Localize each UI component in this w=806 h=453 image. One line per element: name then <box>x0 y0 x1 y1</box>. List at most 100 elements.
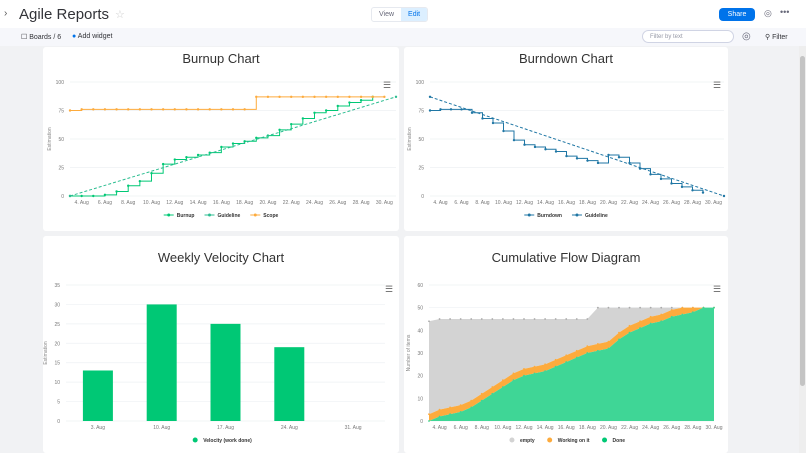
top-bar: › Agile Reports ☆ View Edit Share ◎ ••• <box>0 0 806 28</box>
chart-svg: 0 5 10 15 20 25 30 35 Estimation 3. Aug 10. Aug 17.… <box>43 283 385 444</box>
x-tick-label: 20. Aug <box>600 200 617 206</box>
data-point <box>649 322 652 325</box>
y-tick-label: 35 <box>54 283 60 289</box>
y-tick-label: 60 <box>417 283 423 289</box>
y-tick-label: 20 <box>417 374 423 380</box>
x-tick-label: 17. Aug <box>217 425 234 431</box>
series-line-burndown <box>430 108 704 193</box>
chart-menu-icon[interactable]: ☰ <box>713 284 722 294</box>
x-tick-label: 28. Aug <box>353 200 370 206</box>
star-icon[interactable]: ☆ <box>115 9 125 21</box>
x-tick-label: 28. Aug <box>684 425 701 431</box>
filter-input[interactable]: Filter by text <box>642 30 734 43</box>
data-point <box>138 179 142 183</box>
data-point <box>470 318 473 320</box>
scrollbar-thumb[interactable] <box>800 56 805 386</box>
data-point <box>103 193 107 197</box>
series-line-scope <box>70 96 385 111</box>
data-point <box>491 386 494 388</box>
data-point <box>660 320 663 323</box>
edit-button[interactable]: Edit <box>401 8 428 21</box>
x-tick-label: 16. Aug <box>213 200 230 206</box>
person-icon[interactable]: ◎ <box>742 31 751 42</box>
data-point <box>480 392 483 395</box>
data-point <box>92 108 95 111</box>
data-point <box>607 347 610 350</box>
data-point <box>512 318 515 320</box>
data-point <box>628 161 631 165</box>
boards-button[interactable]: ☐ Boards / 6 <box>21 34 62 41</box>
data-point <box>628 324 631 327</box>
legend-marker <box>207 213 211 217</box>
data-point <box>554 318 557 320</box>
data-point <box>127 108 130 111</box>
add-widget-button[interactable]: ● Add widget <box>72 33 112 40</box>
x-tick-label: 30. Aug <box>705 200 722 206</box>
data-point <box>618 338 620 341</box>
y-tick-label: 40 <box>417 328 423 334</box>
data-point <box>428 413 430 416</box>
x-tick-label: 20. Aug <box>600 425 617 431</box>
chart-title: Burnup Chart <box>182 51 260 66</box>
data-point <box>701 191 705 194</box>
filter-button[interactable]: ⚲ Filter <box>765 34 788 41</box>
data-point <box>628 331 631 334</box>
data-point <box>596 349 599 352</box>
data-point <box>266 95 270 99</box>
chat-icon[interactable]: ◎ <box>764 8 772 18</box>
chart-menu-icon[interactable]: ☰ <box>713 80 722 90</box>
data-point <box>649 306 652 309</box>
share-button[interactable]: Share <box>719 8 755 21</box>
data-point <box>670 182 673 185</box>
data-point <box>575 349 578 352</box>
data-point <box>173 158 176 161</box>
scrollbar[interactable] <box>799 46 806 453</box>
x-tick-label: 26. Aug <box>663 200 680 206</box>
legend-item: Velocity (work done) <box>192 437 252 444</box>
data-point <box>428 109 432 112</box>
data-point <box>449 413 452 416</box>
area-done <box>429 307 714 421</box>
more-icon[interactable]: ••• <box>780 7 790 17</box>
y-axis-label: Estimation <box>47 127 53 151</box>
data-point <box>649 173 652 176</box>
y-tick-label: 0 <box>420 419 423 425</box>
legend-label: Burnup <box>177 213 195 219</box>
view-edit-toggle: View Edit <box>371 7 429 22</box>
x-tick-label: 10. Aug <box>495 200 512 206</box>
x-tick-label: 10. Aug <box>143 200 160 206</box>
chart-menu-icon[interactable]: ☰ <box>385 284 394 294</box>
data-point <box>460 108 463 111</box>
data-point <box>649 315 652 318</box>
data-point <box>243 140 246 143</box>
legend-marker <box>253 213 257 217</box>
data-point <box>313 111 316 114</box>
chart-svg: 0 10 20 30 40 50 60 Number of items 4. Aug 6. Aug… <box>406 283 723 444</box>
x-tick-label: 12. Aug <box>166 200 183 206</box>
legend-item: Done <box>602 437 626 444</box>
velocity-chart-widget: 0 5 10 15 20 25 30 35 Estimation 3. Aug 10. Aug 17.… <box>43 236 399 453</box>
x-tick-label: 26. Aug <box>663 425 680 431</box>
data-point <box>491 392 494 395</box>
data-point <box>449 108 453 111</box>
data-point <box>533 318 536 320</box>
view-button[interactable]: View <box>379 11 395 18</box>
data-point <box>502 129 505 133</box>
x-tick-label: 22. Aug <box>621 200 638 206</box>
data-point <box>596 343 599 345</box>
data-point <box>438 415 441 418</box>
chart-menu-icon[interactable]: ☰ <box>383 80 392 90</box>
data-point <box>491 318 494 320</box>
legend-item: empty <box>509 437 535 444</box>
legend-item: Scope <box>250 213 278 219</box>
data-point <box>150 108 153 111</box>
y-tick-label: 10 <box>417 396 423 402</box>
data-point <box>301 95 305 99</box>
x-tick-label: 30. Aug <box>706 425 723 431</box>
x-tick-label: 16. Aug <box>558 425 575 431</box>
expand-sidebar-icon[interactable]: › <box>4 8 8 19</box>
legend-label: Done <box>613 438 626 444</box>
data-point <box>660 306 663 309</box>
data-point <box>359 99 363 102</box>
legend-marker <box>602 437 608 443</box>
